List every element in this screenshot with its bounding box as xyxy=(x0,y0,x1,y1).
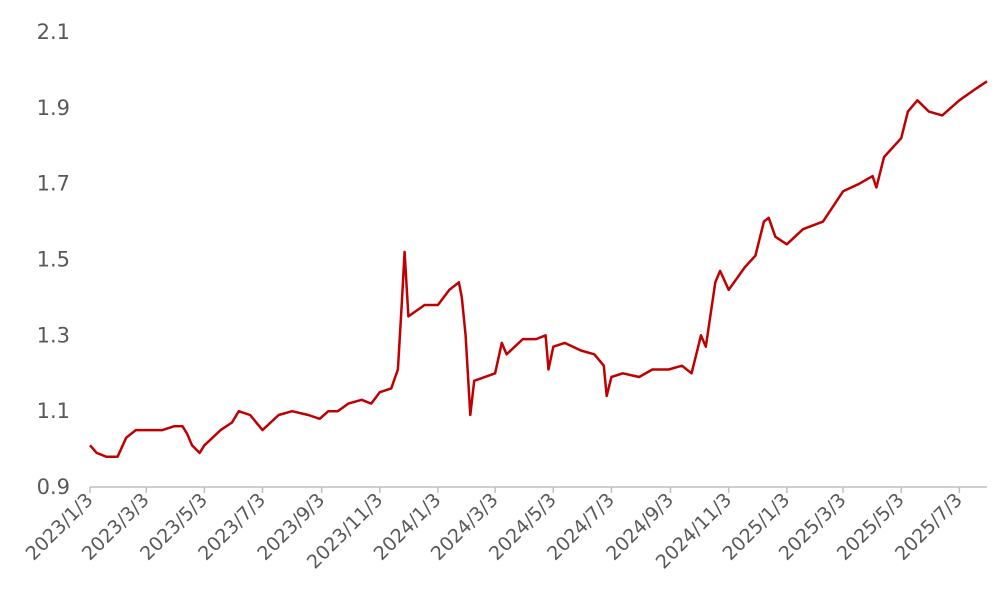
line-series xyxy=(89,80,988,458)
y-tick-label: 1.7 xyxy=(37,172,70,196)
y-tick-label: 1.5 xyxy=(37,248,70,272)
y-tick-label: 0.9 xyxy=(37,475,70,499)
y-tick-label: 1.3 xyxy=(37,323,70,347)
y-tick-label: 1.9 xyxy=(37,96,70,120)
y-tick-label: 1.1 xyxy=(37,399,70,423)
y-tick-label: 2.1 xyxy=(37,20,70,44)
